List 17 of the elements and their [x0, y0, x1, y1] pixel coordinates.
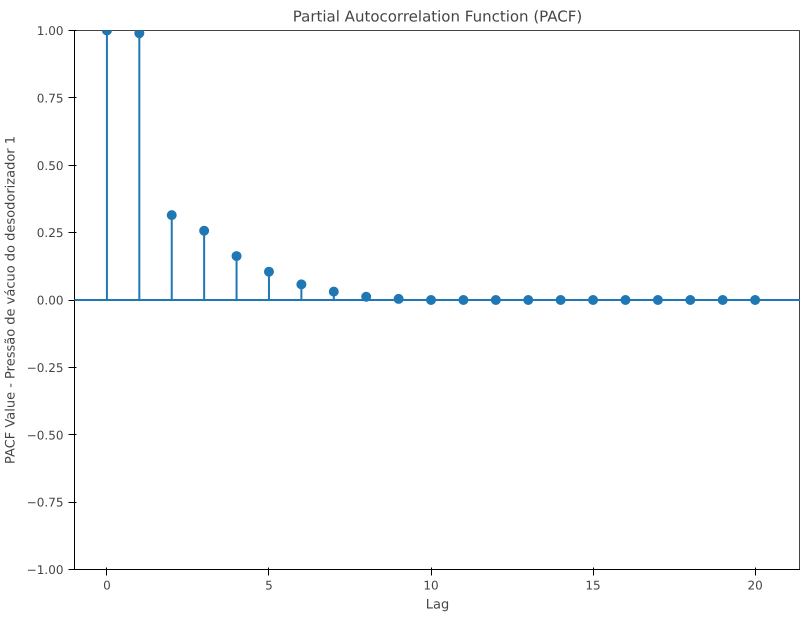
y-tick-label: 0.25: [36, 226, 64, 240]
x-tick-label: 20: [747, 578, 763, 592]
y-tick-label: 0.00: [36, 294, 64, 308]
chart-title: Partial Autocorrelation Function (PACF): [292, 8, 582, 26]
y-tick-label: −1.00: [26, 563, 64, 577]
y-axis-title: PACF Value - Pressão de vácuo do desodorizador 1: [4, 136, 19, 464]
x-tick-label: 15: [585, 578, 601, 592]
y-tick-label: −0.25: [26, 360, 64, 375]
x-axis-title: Lag: [426, 598, 450, 612]
x-tick-label: 5: [265, 578, 273, 592]
x-tick-label: 10: [423, 578, 439, 592]
y-tick-label: 0.75: [36, 91, 64, 106]
y-tick-label: −0.75: [26, 496, 64, 510]
y-tick-label: 1.00: [36, 24, 64, 38]
y-tick-label: 0.50: [36, 158, 64, 173]
y-tick-label: −0.50: [26, 428, 64, 442]
x-tick-label: 0: [103, 578, 111, 592]
